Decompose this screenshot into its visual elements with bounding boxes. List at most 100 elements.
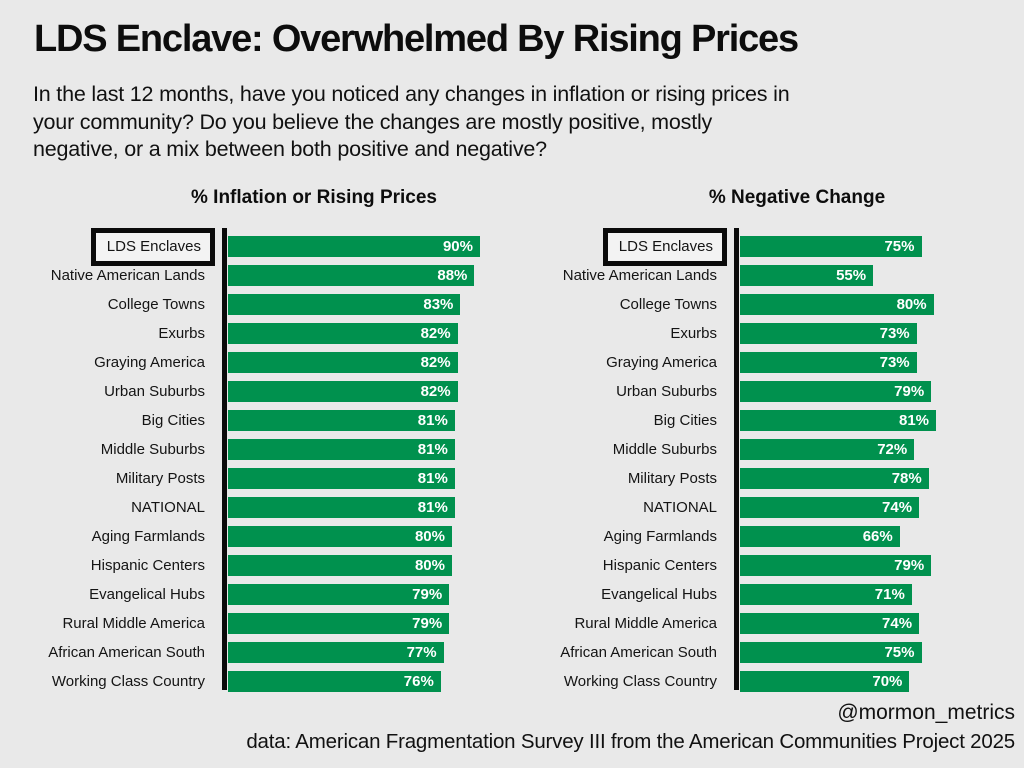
bar-row: African American South 75% [512,638,982,667]
category-label-cell: Exurbs [512,325,717,342]
bar-track: 90% [228,236,508,257]
bar-value-label: 82% [420,354,451,371]
category-label-cell: Aging Farmlands [512,528,717,545]
bar-value-label: 75% [884,644,915,661]
bar-track: 81% [228,468,508,489]
bar-value-label: 79% [894,383,925,400]
category-label-cell: Native American Lands [0,267,205,284]
bar-track: 75% [740,236,982,257]
category-label-cell: LDS Enclaves [0,227,215,266]
category-label-cell: Working Class Country [0,673,205,690]
category-label: Big Cities [141,412,205,429]
bar-row: African American South 77% [0,638,508,667]
data-source-credit: data: American Fragmentation Survey III … [246,730,1015,753]
bar: 79% [228,584,450,605]
category-label-cell: NATIONAL [0,499,205,516]
survey-question-line: In the last 12 months, have you noticed … [33,82,790,106]
bar-row: Native American Lands 88% [0,261,508,290]
category-label-cell: Big Cities [512,412,717,429]
charts-container: % Inflation or Rising Prices LDS Enclave… [0,185,1024,705]
bar: 70% [740,671,910,692]
category-label: Evangelical Hubs [89,586,205,603]
category-label: Rural Middle America [574,615,717,632]
survey-question-text: In the last 12 months, have you noticed … [33,81,790,164]
bar-track: 71% [740,584,982,605]
bar: 75% [740,642,922,663]
bar-row: Evangelical Hubs 79% [0,580,508,609]
category-label-cell: Urban Suburbs [512,383,717,400]
bar-track: 78% [740,468,982,489]
bar: 80% [228,526,452,547]
category-label-cell: Working Class Country [512,673,717,690]
category-label-cell: Urban Suburbs [0,383,205,400]
category-label: Middle Suburbs [612,441,717,458]
bar-value-label: 79% [412,615,443,632]
category-label-cell: Graying America [512,354,717,371]
bar: 90% [228,236,480,257]
bar: 55% [740,265,874,286]
bar-value-label: 75% [884,238,915,255]
bar: 73% [740,323,917,344]
bar: 82% [228,323,458,344]
author-handle: @mormon_metrics [837,701,1015,724]
bar-row: Military Posts 78% [512,464,982,493]
bar-value-label: 82% [420,325,451,342]
bar: 79% [740,381,932,402]
bar: 81% [228,497,455,518]
bar: 83% [228,294,461,315]
category-label: NATIONAL [643,499,717,516]
bar-value-label: 74% [882,615,913,632]
chart-inflation-rising-prices: % Inflation or Rising Prices LDS Enclave… [0,185,512,705]
bar: 74% [740,497,920,518]
chart-title: % Negative Change [708,187,886,208]
y-axis-line [734,228,739,690]
category-label: College Towns [107,296,205,313]
bar-row: Aging Farmlands 66% [512,522,982,551]
highlighted-category-box: LDS Enclaves [90,227,215,266]
bar: 81% [228,439,455,460]
bar: 77% [228,642,444,663]
bar-track: 73% [740,323,982,344]
category-label-cell: College Towns [0,296,205,313]
bar-value-label: 80% [414,557,445,574]
bar-track: 76% [228,671,508,692]
bar-row: Middle Suburbs 81% [0,435,508,464]
bar-row: Middle Suburbs 72% [512,435,982,464]
bar-value-label: 79% [412,586,443,603]
bar-row: Exurbs 82% [0,319,508,348]
category-label-cell: Native American Lands [512,267,717,284]
chart-negative-change: % Negative Change LDS Enclaves 75% Native … [512,185,1024,705]
category-label-cell: Exurbs [0,325,205,342]
bar-track: 80% [228,526,508,547]
bar-value-label: 80% [896,296,927,313]
bar-track: 73% [740,352,982,373]
bar-value-label: 71% [874,586,905,603]
bar-track: 74% [740,613,982,634]
bar-track: 81% [740,410,982,431]
category-label: Native American Lands [50,267,205,284]
category-label-cell: Evangelical Hubs [512,586,717,603]
bar-row: Working Class Country 70% [512,667,982,696]
survey-question-line: your community? Do you believe the chang… [33,109,713,134]
bar: 82% [228,352,458,373]
bar-track: 72% [740,439,982,460]
category-label-cell: African American South [0,644,205,661]
category-label: Military Posts [115,470,205,487]
bar-track: 80% [228,555,508,576]
bar: 75% [740,236,922,257]
bar-value-label: 78% [891,470,922,487]
bar-value-label: 70% [872,673,903,690]
category-label-cell: Hispanic Centers [512,557,717,574]
bar: 80% [228,555,452,576]
bar-value-label: 55% [836,267,867,284]
bar: 79% [740,555,932,576]
bar-value-label: 77% [406,644,437,661]
bar-track: 55% [740,265,982,286]
bar: 71% [740,584,912,605]
bar: 80% [740,294,934,315]
bar: 81% [228,468,455,489]
category-label-cell: Evangelical Hubs [0,586,205,603]
category-label: Exurbs [158,325,205,342]
bar-track: 66% [740,526,982,547]
category-label: Working Class Country [51,673,205,690]
